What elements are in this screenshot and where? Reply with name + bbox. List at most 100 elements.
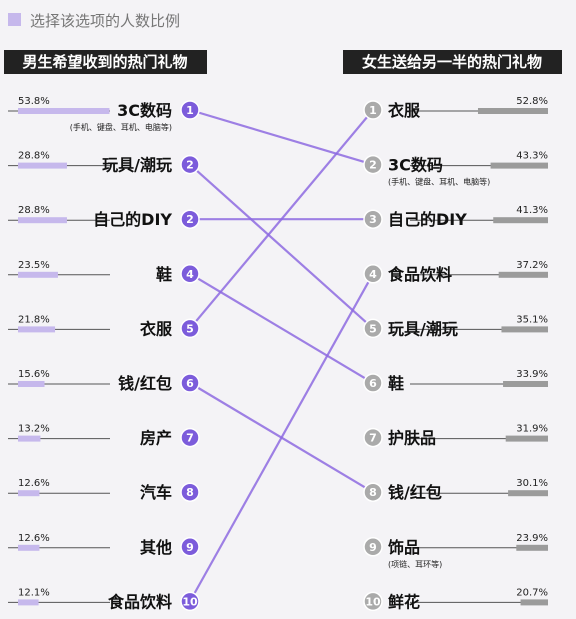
right-rank-number: 7	[369, 432, 377, 445]
right-rank-number: 6	[369, 377, 377, 390]
left-label: 自己的DIY	[93, 210, 172, 229]
left-rank-number: 2	[186, 213, 194, 226]
left-rank-number: 1	[186, 104, 194, 117]
left-rank-number: 6	[186, 377, 194, 390]
right-label: 钱/红包	[388, 483, 442, 502]
left-bar	[18, 326, 56, 333]
right-label: 鲜花	[388, 592, 420, 611]
right-rank-number: 2	[369, 159, 377, 172]
right-rank-badge	[363, 318, 383, 339]
left-value: 28.8%	[18, 205, 50, 216]
right-row: 52.8% 衣服 1	[363, 96, 548, 120]
left-rank-number: 7	[186, 432, 194, 445]
right-bar	[503, 381, 548, 387]
right-bar	[505, 435, 548, 442]
left-rank-badge	[180, 209, 200, 229]
left-row: 53.8% 3C数码 (手机、键盘、耳机、电脑等) 1	[8, 96, 200, 132]
right-label: 自己的DIY	[388, 210, 467, 229]
right-label: 玩具/潮玩	[388, 319, 458, 338]
left-rank-badge	[180, 373, 200, 393]
left-rank-badge	[180, 482, 200, 502]
right-rank-badge	[363, 427, 383, 448]
left-value: 23.5%	[18, 260, 50, 271]
right-row: 31.9% 护肤品 7	[363, 424, 548, 448]
legend: 选择该选项的人数比例	[8, 12, 180, 30]
right-row: 37.2% 食品饮料 4	[363, 260, 548, 284]
right-row: 35.1% 玩具/潮玩 5	[363, 314, 548, 339]
right-header: 女生送给另一半的热门礼物	[343, 50, 562, 74]
left-row: 28.8% 玩具/潮玩 2	[8, 151, 200, 175]
left-bar	[18, 599, 39, 606]
left-value: 12.6%	[18, 478, 50, 489]
right-header-title: 女生送给另一半的热门礼物	[362, 53, 542, 71]
left-value: 13.2%	[18, 424, 50, 435]
left-value: 12.1%	[18, 587, 50, 598]
left-row: 15.6% 钱/红包 6	[8, 369, 200, 393]
left-label: 房产	[140, 429, 172, 448]
legend-text: 选择该选项的人数比例	[30, 12, 180, 30]
left-value: 12.6%	[18, 533, 50, 544]
left-rank-number: 5	[186, 322, 194, 335]
left-row: 21.8% 衣服 5	[8, 314, 200, 338]
left-header-bg	[4, 50, 207, 74]
right-value: 35.1%	[516, 314, 548, 325]
right-label: 鞋	[388, 374, 404, 393]
right-label: 护肤品	[388, 429, 436, 448]
left-rank-badge	[180, 537, 200, 557]
link-line-3	[189, 272, 374, 384]
left-rank-badge	[180, 264, 200, 284]
right-rank-number: 9	[369, 541, 377, 554]
right-bar	[508, 490, 548, 497]
link-lines	[189, 108, 374, 602]
legend-swatch	[8, 13, 21, 26]
right-rank-number: 5	[369, 322, 377, 335]
link-line-6	[189, 273, 374, 602]
left-rank-number: 8	[186, 486, 194, 499]
right-value: 37.2%	[516, 260, 548, 271]
right-bar	[493, 217, 548, 224]
right-row: 23.9% 饰品 (项链、耳环等) 9	[363, 533, 548, 569]
right-rank-number: 4	[369, 268, 377, 281]
left-rank-badge	[180, 154, 200, 175]
right-rank-number: 8	[369, 486, 377, 499]
right-value: 52.8%	[516, 96, 548, 107]
left-bar	[18, 162, 67, 169]
left-value: 21.8%	[18, 314, 50, 325]
left-bar	[18, 217, 67, 224]
left-label: 3C数码	[117, 101, 172, 120]
right-label: 饰品	[388, 538, 420, 557]
left-label: 鞋	[156, 265, 172, 284]
left-label: 其他	[140, 538, 172, 557]
left-rank-number: 2	[186, 159, 194, 172]
right-value: 41.3%	[516, 205, 548, 216]
right-bar	[516, 544, 548, 551]
right-bar	[520, 599, 548, 606]
left-value: 15.6%	[18, 369, 50, 380]
right-rank-number: 10	[365, 595, 381, 608]
right-sublabel: (手机、键盘、耳机、电脑等)	[388, 177, 490, 187]
right-row: 30.1% 钱/红包 8	[363, 478, 548, 502]
right-bar	[498, 271, 548, 278]
left-label: 钱/红包	[118, 374, 172, 393]
link-line-0	[189, 108, 374, 166]
left-row: 23.5% 鞋 4	[8, 260, 200, 284]
left-rank-number: 9	[186, 541, 194, 554]
right-rank-badge	[363, 264, 383, 284]
left-bar	[18, 544, 40, 551]
left-value: 53.8%	[18, 96, 50, 107]
right-rank-number: 3	[369, 213, 377, 226]
right-value: 43.3%	[516, 151, 548, 162]
right-rank-badge	[363, 591, 383, 612]
left-ranking: 53.8% 3C数码 (手机、键盘、耳机、电脑等) 1 28.8% 玩具/潮玩 2 28.8%…	[8, 96, 200, 611]
left-bar	[18, 381, 45, 387]
right-rank-number: 1	[369, 104, 377, 117]
left-sublabel: (手机、键盘、耳机、电脑等)	[70, 122, 172, 132]
left-bar	[18, 435, 41, 442]
left-bar	[18, 271, 58, 278]
right-label: 衣服	[388, 101, 421, 120]
left-label: 食品饮料	[107, 592, 172, 611]
link-line-4	[189, 109, 374, 330]
right-rank-badge	[363, 209, 383, 229]
left-bar	[18, 108, 110, 114]
left-header-title: 男生希望收到的热门礼物	[22, 53, 187, 71]
